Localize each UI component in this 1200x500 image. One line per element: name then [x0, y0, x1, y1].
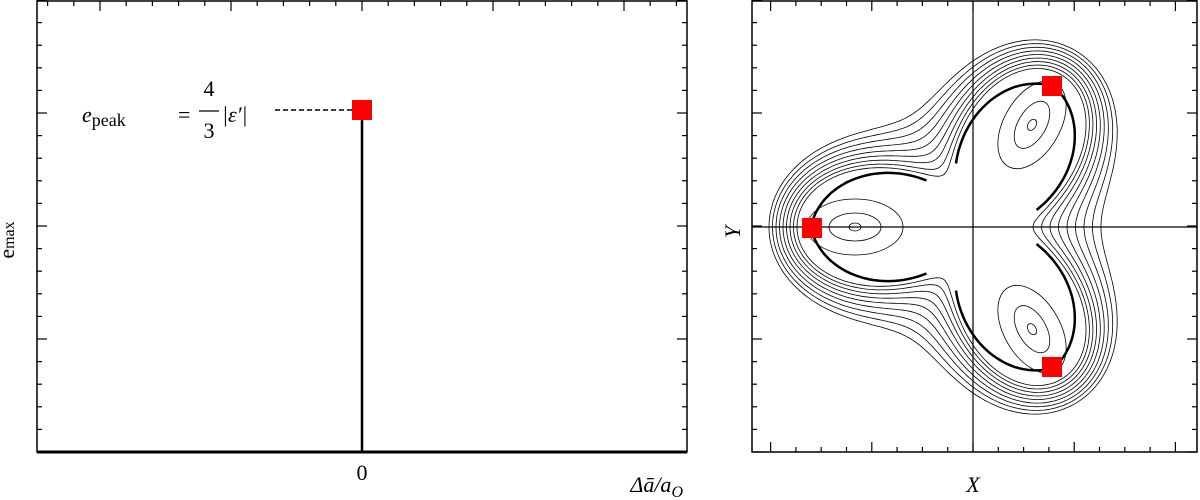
contour: [768, 39, 1118, 415]
annotation-num: 4: [204, 76, 215, 101]
contours: [768, 39, 1118, 415]
fixed-point: [802, 218, 822, 238]
inner-contour: [997, 284, 1067, 374]
annotation: epeak = 4 3 |ε′|: [82, 76, 248, 143]
inner-contour: [1013, 305, 1051, 354]
x-label-main: Δā/a: [629, 472, 671, 497]
contour: [775, 46, 1109, 408]
contour: [789, 61, 1094, 393]
inner-contour: [1027, 118, 1037, 131]
contour: [779, 50, 1105, 404]
lhs-sub: peak: [92, 110, 126, 130]
inner-contour: [848, 222, 862, 232]
x-label: X: [965, 472, 981, 497]
y-label-main: e: [0, 249, 19, 259]
annotation-den: 3: [204, 118, 215, 143]
x-label: Δā/aO: [629, 472, 683, 500]
annotation-lhs: epeak: [82, 102, 126, 130]
contour: [793, 64, 1090, 390]
annotation-rhs: |ε′|: [222, 102, 248, 127]
x-label-sub: O: [671, 484, 683, 500]
contour: [772, 43, 1114, 411]
inner-contour: [997, 80, 1067, 170]
peak-marker: [352, 100, 372, 120]
y-label-sub: max: [1, 221, 18, 249]
fixed-point: [1042, 357, 1062, 377]
inner-contour: [1027, 323, 1037, 336]
contour: [796, 68, 1087, 386]
lhs-main: e: [82, 102, 92, 127]
contour: [786, 57, 1097, 397]
contour: [782, 54, 1101, 400]
fixed-point: [1042, 76, 1062, 96]
y-label: emax: [0, 221, 19, 258]
x-tick-label: 0: [357, 460, 368, 485]
ticks: [37, 0, 1197, 453]
inner-contour: [1013, 100, 1051, 149]
annotation-eq: =: [178, 102, 190, 127]
y-label: Y: [720, 223, 745, 238]
inner-contour: [828, 212, 882, 242]
